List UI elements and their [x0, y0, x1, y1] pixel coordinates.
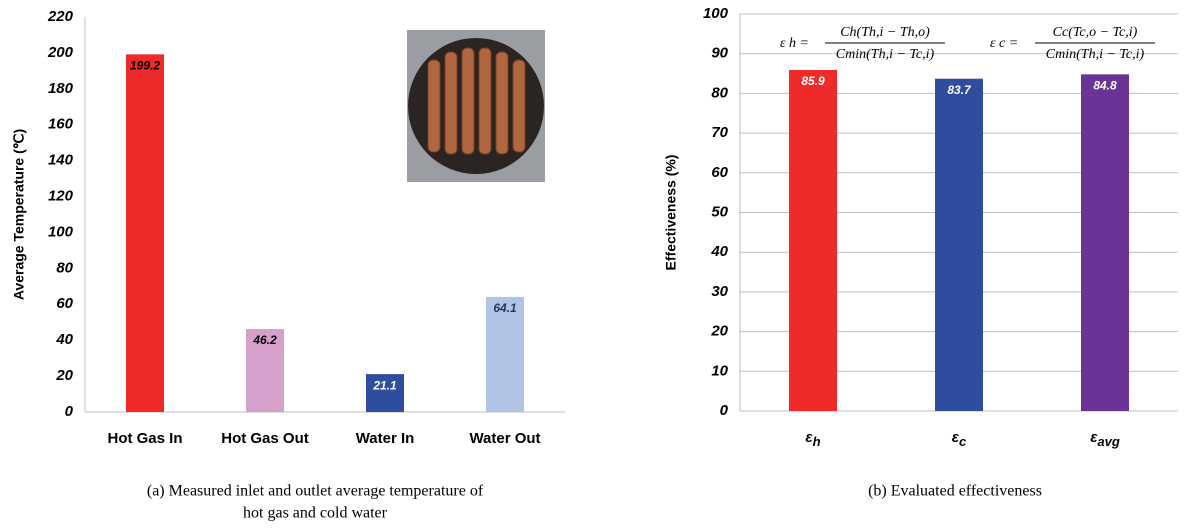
caption: hot gas and cold water — [243, 505, 388, 522]
y-tick-label: 100 — [703, 5, 729, 22]
bar — [789, 70, 837, 411]
formula-lhs: ε h = — [780, 36, 809, 51]
x-tick-label: Hot Gas In — [107, 430, 182, 447]
x-tick-label: εc — [952, 429, 967, 449]
y-axis-label: Average Temperature (℃) — [11, 129, 27, 300]
y-tick-label: 100 — [48, 223, 74, 240]
value-label: 64.1 — [493, 301, 517, 315]
y-axis-label: Effectiveness (%) — [663, 155, 679, 271]
value-label: 84.8 — [1093, 79, 1117, 93]
formula-lhs: ε c = — [990, 36, 1018, 51]
y-tick-label: 10 — [711, 362, 728, 379]
figure: 020406080100120140160180200220Average Te… — [0, 0, 1196, 531]
y-tick-label: 40 — [55, 331, 73, 348]
y-tick-label: 0 — [720, 402, 729, 419]
value-label: 199.2 — [130, 59, 160, 73]
bar — [126, 54, 164, 412]
x-tick-label: Water In — [356, 430, 415, 447]
y-tick-label: 90 — [711, 45, 728, 62]
value-label: 46.2 — [252, 333, 277, 347]
y-tick-label: 0 — [65, 403, 74, 420]
y-tick-label: 70 — [711, 124, 728, 141]
y-tick-label: 60 — [56, 295, 73, 312]
value-label: 21.1 — [372, 378, 397, 392]
photo-inset — [407, 30, 545, 182]
y-tick-label: 180 — [48, 80, 74, 97]
y-tick-label: 80 — [56, 259, 73, 276]
y-tick-label: 220 — [47, 8, 74, 25]
formula-denominator: Cmin(Th,i − Tc,i) — [836, 47, 935, 62]
y-tick-label: 200 — [47, 44, 74, 61]
value-label: 85.9 — [801, 74, 825, 88]
y-tick-label: 20 — [55, 367, 73, 384]
x-tick-label: Water Out — [469, 430, 540, 447]
y-tick-label: 40 — [710, 243, 728, 260]
y-tick-label: 140 — [48, 152, 74, 169]
y-tick-label: 30 — [711, 283, 728, 300]
formula-denominator: Cmin(Th,i − Tc,i) — [1046, 47, 1145, 62]
y-tick-label: 50 — [711, 203, 728, 220]
x-tick-label: εavg — [1090, 429, 1120, 449]
bar — [1081, 74, 1129, 411]
formula-numerator: Cc(Tc,o − Tc,i) — [1053, 25, 1138, 40]
formula-numerator: Ch(Th,i − Th,o) — [840, 25, 930, 40]
value-label: 83.7 — [947, 83, 972, 97]
caption: (b) Evaluated effectiveness — [868, 483, 1042, 500]
y-tick-label: 80 — [711, 84, 728, 101]
y-tick-label: 120 — [48, 188, 74, 205]
caption: (a) Measured inlet and outlet average te… — [147, 483, 484, 500]
x-tick-label: Hot Gas Out — [221, 430, 309, 447]
y-tick-label: 160 — [48, 116, 74, 133]
y-tick-label: 60 — [711, 164, 728, 181]
y-tick-label: 20 — [710, 323, 728, 340]
x-tick-label: εh — [805, 429, 820, 449]
bar — [935, 79, 983, 411]
